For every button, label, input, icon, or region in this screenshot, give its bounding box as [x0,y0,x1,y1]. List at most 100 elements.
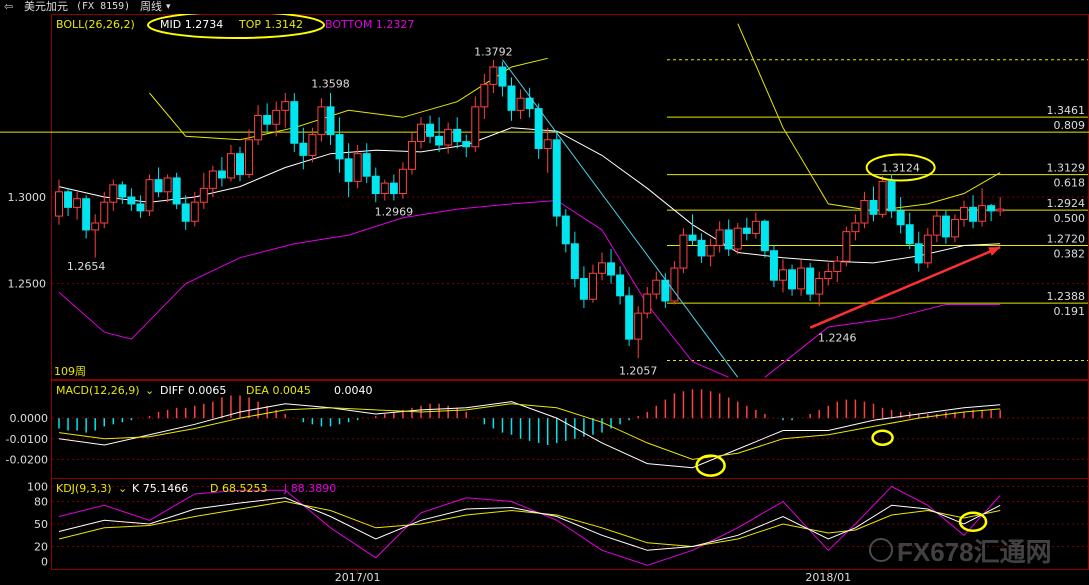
candle-body [806,267,815,295]
kdj-d-line [58,500,1001,548]
kdj-k-line [58,497,1001,551]
back-arrow-icon[interactable]: ⇦ [4,0,14,13]
candle-body [905,224,914,245]
candle-body [109,184,118,203]
candle-body [643,293,652,314]
candle-body [588,272,597,300]
watermark-text: FX678汇通网 [897,537,1052,567]
fib-ratio-label: 0.382 [1054,248,1086,261]
candle-body [579,277,588,300]
candle-body [634,312,643,340]
fib-price-label: 1.3461 [1047,104,1086,117]
candle-body [82,198,91,231]
candle-body [697,239,706,257]
boll-bottom-value: BOTTOM 1.2327 [325,18,414,31]
candle-body [534,108,543,149]
price-annotation: 1.2654 [67,260,106,273]
y-tick-label: 1.3000 [8,191,47,204]
y-tick-label: 20 [34,541,48,554]
x-tick-label: 2018/01 [805,571,851,584]
candle-body [272,109,281,125]
boll-top-value: TOP 1.3142 [238,18,303,31]
candle-body [779,269,787,281]
y-tick-label: 100 [27,481,48,494]
bar-count-label: 109周 [54,365,86,378]
candle-body [245,139,254,175]
fib-price-label: 1.2720 [1047,233,1086,246]
candle-body [996,208,1005,212]
price-annotation: 1.2969 [375,205,414,218]
fib-ratio-label: 0.191 [1054,305,1086,318]
kdj-k-value: K 75.1466 [132,482,188,495]
candle-body [987,205,996,212]
candle-body [525,97,534,110]
chevron-down-icon[interactable]: ⌄ [118,482,127,495]
candle-body [398,168,407,195]
candle-body [154,179,163,193]
fib-ratio-label: 0.618 [1054,177,1086,190]
candle-body [616,274,625,297]
price-annotation: 1.3598 [311,77,350,90]
candle-body [353,153,362,182]
candle-body [561,215,570,245]
candle-body [706,245,715,257]
candle-body [742,227,751,234]
instrument-name: 美元加元 [24,0,68,13]
candle-body [815,277,824,295]
candle-body [842,231,851,262]
candle-body [788,269,797,290]
chart-header: ⇦ 美元加元 (FX 8159) 周线 ▾ [0,0,1089,14]
fib-price-label: 1.2924 [1047,197,1086,210]
candle-body [263,115,272,125]
candle-body [498,66,507,87]
watermark: FX678汇通网 [869,537,1052,567]
candle-body [64,191,73,208]
candle-body [960,206,968,221]
fib-ratio-label: 0.500 [1054,212,1086,225]
y-tick-label: -0.0100 [6,433,48,446]
highlight-ellipse-boll [147,14,325,39]
fib-price-label: 1.3129 [1047,162,1086,175]
chevron-down-icon[interactable]: ▾ [166,2,171,12]
candle-body [851,222,860,233]
y-tick-label: 0.0000 [10,412,49,425]
highlight-circle-macd [871,429,894,447]
candle-body [208,170,217,189]
candle-body [878,180,887,215]
candle-body [145,179,154,212]
kdj-j-value: J 88.3890 [283,482,336,495]
candle-body [136,203,145,212]
candle-body [163,177,172,193]
candle-body [199,187,208,203]
candle-body [715,229,724,247]
candle-body [896,210,905,226]
candle-body [950,219,959,238]
candle-body [833,260,842,273]
candle-body [688,234,697,241]
candle-body [407,141,416,170]
candle-body [344,158,353,182]
macd-indicator-label: MACD(12,26,9) [56,384,140,397]
downtrend-line [502,59,739,378]
candle-body [751,220,760,234]
candle-body [217,170,226,179]
candle-body [236,153,244,175]
y-tick-label: 50 [34,518,48,531]
candle-body [670,267,679,302]
candle-body [769,250,778,281]
price-annotation: 1.2246 [818,332,857,345]
candle-body [932,215,941,236]
candle-body [652,279,661,295]
period-selector[interactable]: 周线 [140,0,162,13]
chevron-down-icon[interactable]: ⌄ [145,384,154,397]
candle-body [914,243,923,264]
highlight-circle-kdj [958,511,988,532]
candle-body [480,83,489,108]
candle-body [797,267,806,290]
kdj-j-line [58,485,1001,566]
y-tick-label: 1.2500 [8,278,47,291]
fib-ratio-label: 0.809 [1054,119,1086,132]
candle-body [552,139,561,217]
kdj-indicator-label: KDJ(9,3,3) [56,482,112,495]
candle-body [254,115,263,141]
